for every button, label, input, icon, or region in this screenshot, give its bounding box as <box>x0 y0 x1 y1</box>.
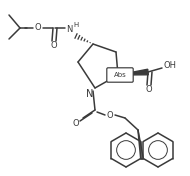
FancyBboxPatch shape <box>107 68 133 82</box>
Text: O: O <box>107 111 113 120</box>
Polygon shape <box>118 69 148 75</box>
Text: Abs: Abs <box>114 72 126 78</box>
Text: O: O <box>73 120 79 128</box>
Text: O: O <box>35 24 41 33</box>
Text: N: N <box>66 26 72 34</box>
Text: N: N <box>86 89 94 99</box>
Text: OH: OH <box>164 61 177 71</box>
Text: H: H <box>73 22 79 28</box>
Text: O: O <box>146 86 152 95</box>
Text: O: O <box>51 42 57 51</box>
